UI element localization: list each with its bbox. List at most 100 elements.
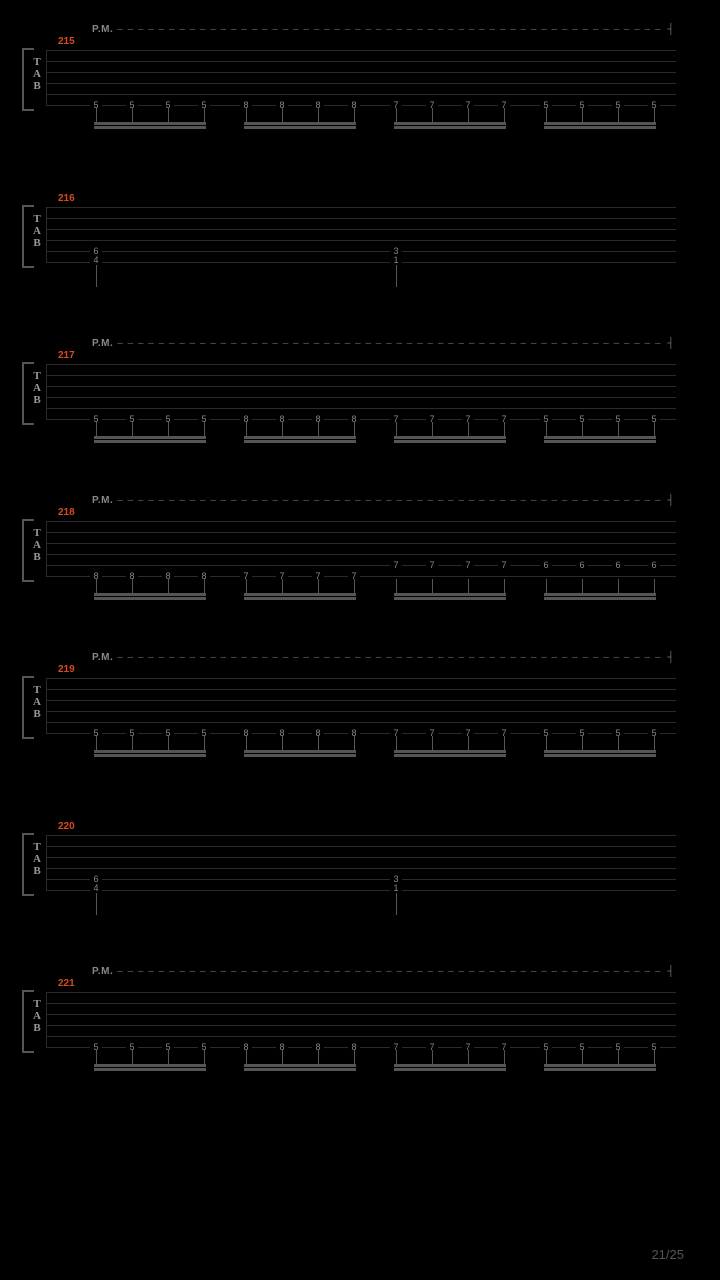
bar-number: 220 bbox=[58, 821, 75, 832]
staff-line bbox=[46, 722, 676, 723]
staff-line bbox=[46, 1003, 676, 1004]
chord-stack: 64 bbox=[90, 247, 102, 265]
pm-label: P.M. bbox=[92, 966, 113, 977]
fret-number: 1 bbox=[390, 256, 402, 265]
tab-staff: 5555888877775555 bbox=[46, 364, 676, 419]
fret-number: 4 bbox=[90, 884, 102, 893]
chord-stack: 64 bbox=[90, 875, 102, 893]
stem-layer bbox=[46, 579, 676, 603]
tab-page: P.M. – – – – – – – – – – – – – – – – – – … bbox=[40, 40, 680, 1139]
measure-block: 220TAB6431 bbox=[40, 825, 680, 920]
bar-number: 219 bbox=[58, 664, 75, 675]
fret-number: 6 bbox=[576, 561, 588, 570]
measure-block: 216TAB6431 bbox=[40, 197, 680, 292]
staff-line bbox=[46, 554, 676, 555]
palm-mute-indicator: P.M. – – – – – – – – – – – – – – – – – – … bbox=[92, 336, 674, 350]
pm-end: ┤ bbox=[667, 652, 674, 663]
pm-label: P.M. bbox=[92, 652, 113, 663]
tab-clef: TAB bbox=[30, 527, 44, 563]
bar-number: 216 bbox=[58, 193, 75, 204]
staff-line bbox=[46, 543, 676, 544]
staff-line bbox=[46, 50, 676, 51]
staff-line bbox=[46, 61, 676, 62]
staff-line bbox=[46, 879, 676, 880]
fret-number: 7 bbox=[462, 561, 474, 570]
bar-number: 217 bbox=[58, 350, 75, 361]
pm-end: ┤ bbox=[667, 338, 674, 349]
palm-mute-indicator: P.M.– – – – – – – – – – – – – – – – – – … bbox=[92, 964, 674, 978]
fret-number: 1 bbox=[390, 884, 402, 893]
tab-staff: 5555888877775555 bbox=[46, 50, 676, 105]
staff-line bbox=[46, 890, 676, 891]
fret-number: 6 bbox=[612, 561, 624, 570]
fret-number: 7 bbox=[390, 561, 402, 570]
staff-line bbox=[46, 375, 676, 376]
fret-number: 6 bbox=[648, 561, 660, 570]
pm-dashes: – – – – – – – – – – – – – – – – – – – – … bbox=[117, 495, 665, 506]
pm-end: ┤ bbox=[667, 966, 674, 977]
stem-layer bbox=[46, 893, 676, 917]
tab-staff: 5555888877775555 bbox=[46, 992, 676, 1047]
tab-staff: 5555888877775555 bbox=[46, 678, 676, 733]
stem-layer bbox=[46, 108, 676, 132]
fret-number: 4 bbox=[90, 256, 102, 265]
staff-line bbox=[46, 94, 676, 95]
pm-end: ┤ bbox=[667, 495, 674, 506]
tab-clef: TAB bbox=[30, 841, 44, 877]
staff-line bbox=[46, 857, 676, 858]
stem-layer bbox=[46, 422, 676, 446]
staff-line bbox=[46, 835, 676, 836]
pm-dashes: – – – – – – – – – – – – – – – – – – – – … bbox=[117, 652, 665, 663]
staff-line bbox=[46, 689, 676, 690]
pm-label: P.M. bbox=[92, 495, 113, 506]
staff-line bbox=[46, 240, 676, 241]
measure-block: P.M.– – – – – – – – – – – – – – – – – – … bbox=[40, 668, 680, 763]
chord-stack: 31 bbox=[390, 247, 402, 265]
staff-line bbox=[46, 1025, 676, 1026]
bar-number: 221 bbox=[58, 978, 75, 989]
staff-line bbox=[46, 262, 676, 263]
staff-line bbox=[46, 229, 676, 230]
staff-line bbox=[46, 397, 676, 398]
staff-line bbox=[46, 72, 676, 73]
stem-layer bbox=[46, 736, 676, 760]
staff-line bbox=[46, 576, 676, 577]
page-number: 21/25 bbox=[651, 1247, 684, 1262]
fret-number: 7 bbox=[498, 561, 510, 570]
pm-dashes: – – – – – – – – – – – – – – – – – – – – … bbox=[117, 24, 665, 35]
staff-line bbox=[46, 521, 676, 522]
measure-block: P.M.– – – – – – – – – – – – – – – – – – … bbox=[40, 511, 680, 606]
measure-block: P.M.– – – – – – – – – – – – – – – – – – … bbox=[40, 354, 680, 449]
tab-staff: 64 31 bbox=[46, 207, 676, 262]
staff-line bbox=[46, 386, 676, 387]
staff-line bbox=[46, 1014, 676, 1015]
staff-line bbox=[46, 364, 676, 365]
staff-line bbox=[46, 711, 676, 712]
staff-line bbox=[46, 992, 676, 993]
pm-label: P.M. bbox=[92, 338, 113, 349]
bar-number: 215 bbox=[58, 36, 75, 47]
staff-line bbox=[46, 1036, 676, 1037]
staff-line bbox=[46, 251, 676, 252]
measure-block: P.M.– – – – – – – – – – – – – – – – – – … bbox=[40, 40, 680, 135]
staff-line bbox=[46, 532, 676, 533]
staff-line bbox=[46, 207, 676, 208]
pm-dashes: – – – – – – – – – – – – – – – – – – – – … bbox=[117, 338, 665, 349]
palm-mute-indicator: P.M. – – – – – – – – – – – – – – – – – – … bbox=[92, 22, 674, 36]
pm-end: ┤ bbox=[667, 24, 674, 35]
tab-clef: TAB bbox=[30, 370, 44, 406]
tab-clef: TAB bbox=[30, 684, 44, 720]
fret-number: 6 bbox=[540, 561, 552, 570]
tab-clef: TAB bbox=[30, 213, 44, 249]
palm-mute-indicator: P.M. – – – – – – – – – – – – – – – – – – … bbox=[92, 493, 674, 507]
staff-line bbox=[46, 83, 676, 84]
staff-line bbox=[46, 868, 676, 869]
tab-clef: TAB bbox=[30, 56, 44, 92]
staff-line bbox=[46, 700, 676, 701]
palm-mute-indicator: P.M. – – – – – – – – – – – – – – – – – – … bbox=[92, 650, 674, 664]
tab-staff: 8888777777776666 bbox=[46, 521, 676, 576]
bar-number: 218 bbox=[58, 507, 75, 518]
pm-label: P.M. bbox=[92, 24, 113, 35]
staff-line bbox=[46, 678, 676, 679]
stem-layer bbox=[46, 265, 676, 289]
